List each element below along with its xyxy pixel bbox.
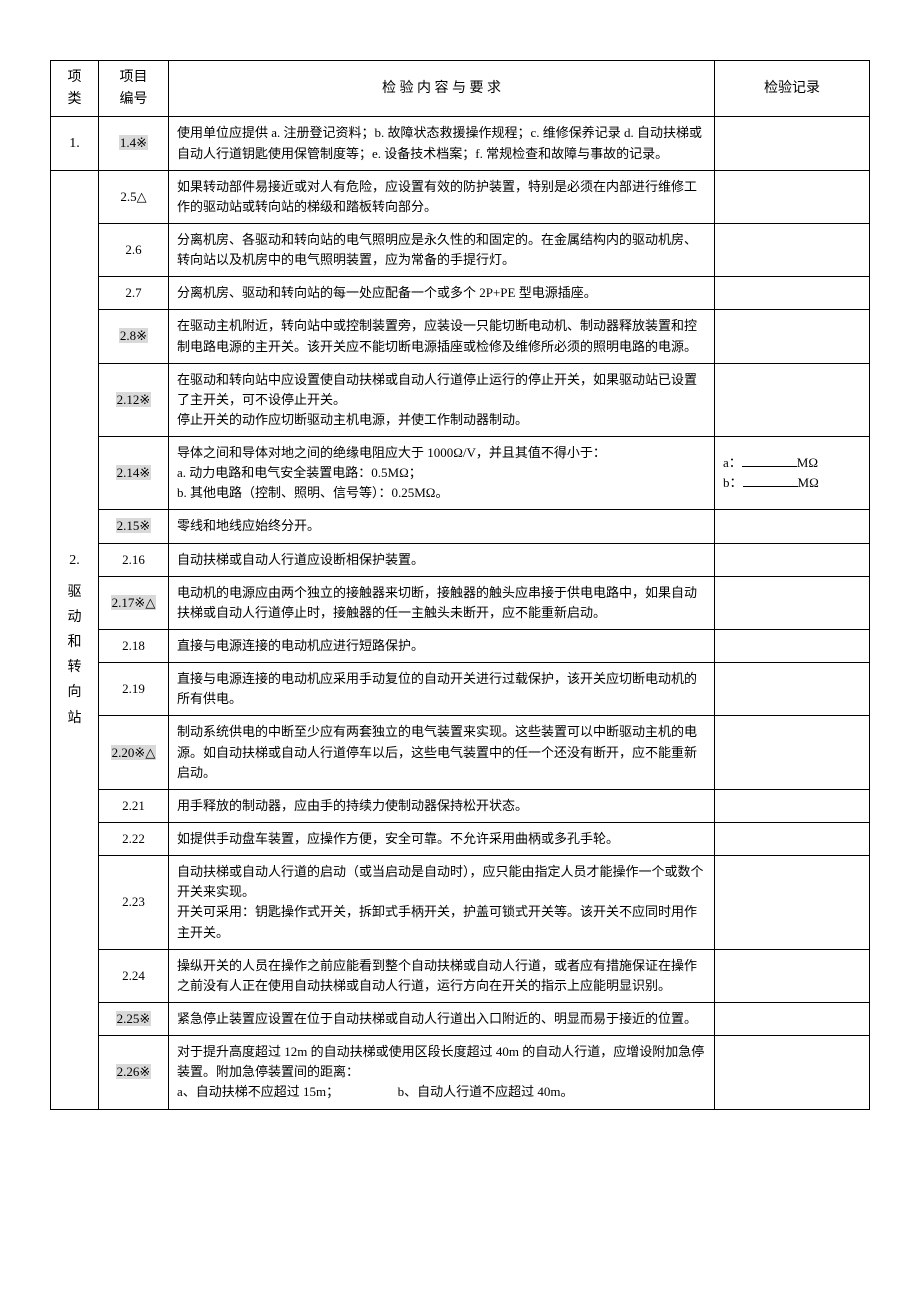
content-cell: 制动系统供电的中断至少应有两套独立的电气装置来实现。这些装置可以中断驱动主机的电…	[169, 716, 715, 789]
category-cell-1: 1.	[51, 117, 99, 170]
record-cell	[715, 170, 870, 223]
table-row: 2.22如提供手动盘车装置，应操作方便，安全可靠。不允许采用曲柄或多孔手轮。	[51, 823, 870, 856]
content-cell: 如提供手动盘车装置，应操作方便，安全可靠。不允许采用曲柄或多孔手轮。	[169, 823, 715, 856]
content-cell: 用手释放的制动器，应由手的持续力使制动器保持松开状态。	[169, 789, 715, 822]
record-cell	[715, 949, 870, 1002]
record-cell	[715, 823, 870, 856]
record-cell	[715, 310, 870, 363]
content-cell: 对于提升高度超过 12m 的自动扶梯或使用区段长度超过 40m 的自动人行道，应…	[169, 1036, 715, 1109]
record-cell	[715, 277, 870, 310]
content-cell: 操纵开关的人员在操作之前应能看到整个自动扶梯或自动人行道，或者应有措施保证在操作…	[169, 949, 715, 1002]
number-cell: 2.14※	[99, 437, 169, 510]
content-cell: 直接与电源连接的电动机应进行短路保护。	[169, 630, 715, 663]
table-row: 2.驱动和转向站2.5△如果转动部件易接近或对人有危险，应设置有效的防护装置，特…	[51, 170, 870, 223]
number-cell: 2.16	[99, 543, 169, 576]
table-row: 2.17※△电动机的电源应由两个独立的接触器来切断，接触器的触头应串接于供电电路…	[51, 576, 870, 629]
record-cell	[715, 1003, 870, 1036]
resistance-b: b：MΩ	[723, 473, 861, 493]
table-row: 2.6分离机房、各驱动和转向站的电气照明应是永久性的和固定的。在金属结构内的驱动…	[51, 223, 870, 276]
content-cell: 在驱动主机附近，转向站中或控制装置旁，应装设一只能切断电动机、制动器释放装置和控…	[169, 310, 715, 363]
record-cell	[715, 1036, 870, 1109]
number-cell: 2.21	[99, 789, 169, 822]
content-cell: 在驱动和转向站中应设置使自动扶梯或自动人行道停止运行的停止开关，如果驱动站已设置…	[169, 363, 715, 436]
number-cell: 2.23	[99, 856, 169, 950]
number-cell: 2.7	[99, 277, 169, 310]
number-cell: 2.15※	[99, 510, 169, 543]
table-row: 2.21用手释放的制动器，应由手的持续力使制动器保持松开状态。	[51, 789, 870, 822]
number-cell: 2.26※	[99, 1036, 169, 1109]
record-cell: a：MΩb：MΩ	[715, 437, 870, 510]
header-number: 项目 编号	[99, 61, 169, 117]
header-row: 项 类 项目 编号 检 验 内 容 与 要 求 检验记录	[51, 61, 870, 117]
record-cell	[715, 576, 870, 629]
number-cell: 2.12※	[99, 363, 169, 436]
content-cell: 电动机的电源应由两个独立的接触器来切断，接触器的触头应串接于供电电路中，如果自动…	[169, 576, 715, 629]
table-row: 2.18直接与电源连接的电动机应进行短路保护。	[51, 630, 870, 663]
number-cell: 2.20※△	[99, 716, 169, 789]
header-content: 检 验 内 容 与 要 求	[169, 61, 715, 117]
inspection-table: 项 类 项目 编号 检 验 内 容 与 要 求 检验记录 1.1.4※使用单位应…	[50, 60, 870, 1110]
table-row: 2.20※△制动系统供电的中断至少应有两套独立的电气装置来实现。这些装置可以中断…	[51, 716, 870, 789]
content-cell: 零线和地线应始终分开。	[169, 510, 715, 543]
content-cell: 自动扶梯或自动人行道应设断相保护装置。	[169, 543, 715, 576]
table-row: 2.15※零线和地线应始终分开。	[51, 510, 870, 543]
table-row: 2.23自动扶梯或自动人行道的启动（或当启动是自动时），应只能由指定人员才能操作…	[51, 856, 870, 950]
resistance-a: a：MΩ	[723, 453, 861, 473]
record-cell	[715, 223, 870, 276]
content-cell: 分离机房、各驱动和转向站的电气照明应是永久性的和固定的。在金属结构内的驱动机房、…	[169, 223, 715, 276]
table-row: 2.25※紧急停止装置应设置在位于自动扶梯或自动人行道出入口附近的、明显而易于接…	[51, 1003, 870, 1036]
table-row: 2.7分离机房、驱动和转向站的每一处应配备一个或多个 2P+PE 型电源插座。	[51, 277, 870, 310]
record-cell	[715, 789, 870, 822]
number-cell: 2.19	[99, 663, 169, 716]
number-cell: 1.4※	[99, 117, 169, 170]
content-cell: 直接与电源连接的电动机应采用手动复位的自动开关进行过载保护，该开关应切断电动机的…	[169, 663, 715, 716]
number-cell: 2.5△	[99, 170, 169, 223]
content-cell: 分离机房、驱动和转向站的每一处应配备一个或多个 2P+PE 型电源插座。	[169, 277, 715, 310]
record-cell	[715, 630, 870, 663]
record-cell	[715, 856, 870, 950]
table-row: 2.26※对于提升高度超过 12m 的自动扶梯或使用区段长度超过 40m 的自动…	[51, 1036, 870, 1109]
content-cell: 使用单位应提供 a. 注册登记资料；b. 故障状态救援操作规程；c. 维修保养记…	[169, 117, 715, 170]
content-cell: 自动扶梯或自动人行道的启动（或当启动是自动时），应只能由指定人员才能操作一个或数…	[169, 856, 715, 950]
record-cell	[715, 663, 870, 716]
content-cell: 如果转动部件易接近或对人有危险，应设置有效的防护装置，特别是必须在内部进行维修工…	[169, 170, 715, 223]
table-row: 1.1.4※使用单位应提供 a. 注册登记资料；b. 故障状态救援操作规程；c.…	[51, 117, 870, 170]
record-cell	[715, 543, 870, 576]
record-cell	[715, 117, 870, 170]
record-cell	[715, 716, 870, 789]
content-cell: 紧急停止装置应设置在位于自动扶梯或自动人行道出入口附近的、明显而易于接近的位置。	[169, 1003, 715, 1036]
table-row: 2.24操纵开关的人员在操作之前应能看到整个自动扶梯或自动人行道，或者应有措施保…	[51, 949, 870, 1002]
number-cell: 2.8※	[99, 310, 169, 363]
number-cell: 2.24	[99, 949, 169, 1002]
number-cell: 2.22	[99, 823, 169, 856]
category-cell-2: 2.驱动和转向站	[51, 170, 99, 1109]
record-cell	[715, 510, 870, 543]
header-record: 检验记录	[715, 61, 870, 117]
number-cell: 2.6	[99, 223, 169, 276]
number-cell: 2.17※△	[99, 576, 169, 629]
record-cell	[715, 363, 870, 436]
table-row: 2.8※在驱动主机附近，转向站中或控制装置旁，应装设一只能切断电动机、制动器释放…	[51, 310, 870, 363]
table-row: 2.19直接与电源连接的电动机应采用手动复位的自动开关进行过载保护，该开关应切断…	[51, 663, 870, 716]
table-row: 2.16自动扶梯或自动人行道应设断相保护装置。	[51, 543, 870, 576]
table-row: 2.14※导体之间和导体对地之间的绝缘电阻应大于 1000Ω/V，并且其值不得小…	[51, 437, 870, 510]
number-cell: 2.18	[99, 630, 169, 663]
table-row: 2.12※在驱动和转向站中应设置使自动扶梯或自动人行道停止运行的停止开关，如果驱…	[51, 363, 870, 436]
header-category: 项 类	[51, 61, 99, 117]
number-cell: 2.25※	[99, 1003, 169, 1036]
content-cell: 导体之间和导体对地之间的绝缘电阻应大于 1000Ω/V，并且其值不得小于： a.…	[169, 437, 715, 510]
